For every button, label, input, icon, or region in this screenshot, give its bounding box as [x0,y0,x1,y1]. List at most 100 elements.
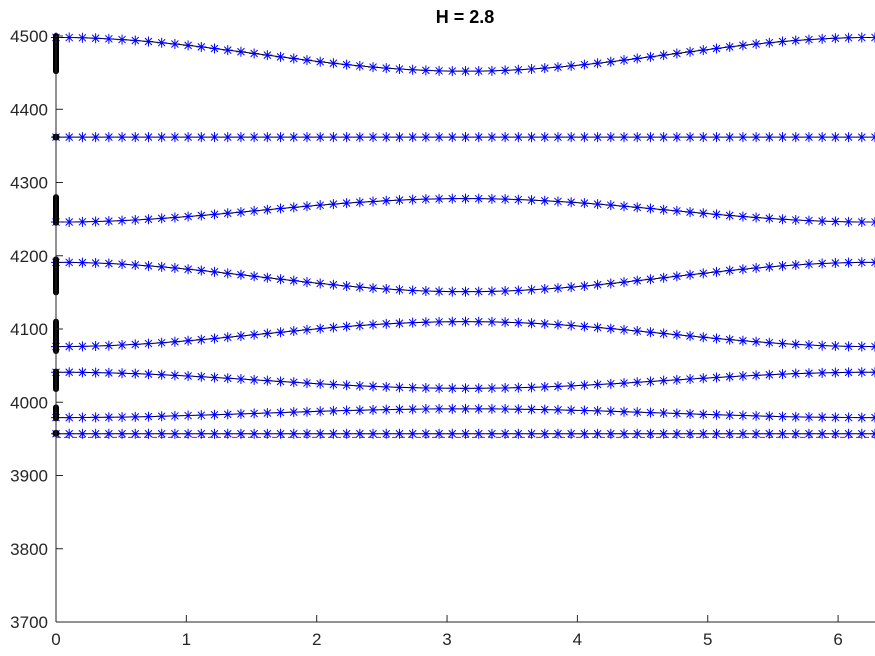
data-point [698,268,709,279]
data-point [288,53,299,64]
y-tick-label: 4500 [10,27,48,46]
series-band-7 [51,132,875,143]
data-point [579,198,590,209]
series-band-5 [51,257,875,297]
x-tick-label: 5 [703,630,712,649]
data-point [394,195,405,206]
data-point [143,36,154,47]
data-point [737,335,748,346]
data-point [341,198,352,209]
x-tick-label: 0 [51,630,60,649]
y-tick-label: 3800 [10,540,48,559]
data-point [222,373,233,384]
data-point [183,211,194,222]
data-point [235,269,246,280]
data-point [698,208,709,219]
data-point [605,132,616,143]
data-point [539,284,550,295]
data-point [552,381,563,392]
data-point [103,340,114,351]
data-point [645,428,656,439]
data-point [843,132,854,143]
data-point [156,337,167,348]
data-point [685,132,696,143]
data-point [328,199,339,210]
data-point [407,64,418,75]
data-point [513,404,524,415]
data-point [460,286,471,297]
data-point [354,320,365,331]
data-point [790,259,801,270]
data-point [64,257,75,268]
data-point [698,428,709,439]
data-point [632,275,643,286]
data-point [566,380,577,391]
data-point [169,263,180,274]
data-point [394,404,405,415]
data-point [407,428,418,439]
data-point [77,428,88,439]
data-point [856,341,867,352]
data-point [183,264,194,275]
data-point [843,257,854,268]
data-point [315,323,326,334]
data-point [235,207,246,218]
data-point [130,339,141,350]
data-point [500,194,511,205]
data-point [777,214,788,225]
data-point [856,216,867,227]
data-point [500,65,511,76]
data-point [381,318,392,329]
data-point [473,132,484,143]
data-point [566,428,577,439]
data-point [169,212,180,223]
data-point [328,405,339,416]
data-point [460,132,471,143]
data-point [169,39,180,50]
data-point [500,132,511,143]
data-point [156,213,167,224]
data-point [341,321,352,332]
data-point [447,286,458,297]
data-point [103,428,114,439]
data-point [658,428,669,439]
data-point [341,405,352,416]
data-point [77,32,88,43]
data-point [671,408,682,419]
data-point [552,196,563,207]
data-point [420,404,431,415]
data-point [103,258,114,269]
data-point [632,53,643,64]
data-point [777,260,788,271]
x-tick-label: 1 [182,630,191,649]
data-point [117,428,128,439]
data-point [830,341,841,352]
data-point [790,132,801,143]
data-point [737,211,748,222]
data-point [288,428,299,439]
data-point [315,278,326,289]
data-point [209,409,220,420]
data-point [751,428,762,439]
data-point [711,209,722,220]
data-point [381,132,392,143]
data-point [209,132,220,143]
data-point [407,382,418,393]
data-point [764,213,775,224]
data-point [64,428,75,439]
data-point [500,285,511,296]
data-point [275,203,286,214]
data-point [632,202,643,213]
data-point [447,193,458,204]
data-point [790,368,801,379]
data-point [249,374,260,385]
data-point [632,377,643,388]
data-point [420,382,431,393]
data-point [830,216,841,227]
data-point [117,215,128,226]
data-point [328,132,339,143]
data-point [513,64,524,75]
y-tick-label: 3900 [10,467,48,486]
